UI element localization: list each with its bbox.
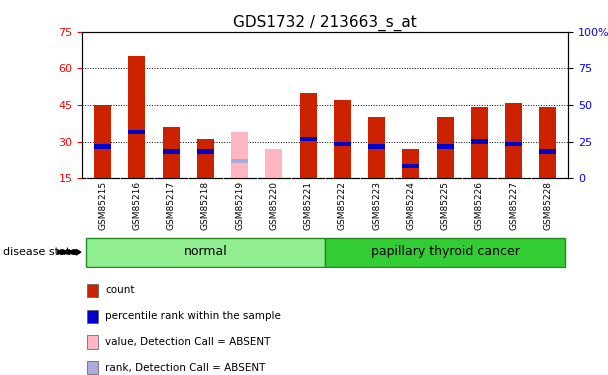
Text: percentile rank within the sample: percentile rank within the sample: [105, 311, 282, 321]
Text: GSM85223: GSM85223: [372, 181, 381, 230]
Text: GSM85215: GSM85215: [98, 181, 107, 230]
Bar: [505, 103, 522, 178]
Bar: [368, 117, 385, 178]
Title: GDS1732 / 213663_s_at: GDS1732 / 213663_s_at: [233, 14, 417, 30]
Text: rank, Detection Call = ABSENT: rank, Detection Call = ABSENT: [105, 363, 266, 373]
Text: GSM85222: GSM85222: [338, 181, 347, 230]
Bar: [402, 164, 420, 168]
Bar: [87, 361, 98, 375]
Bar: [402, 149, 420, 178]
Bar: [437, 117, 454, 178]
Bar: [437, 144, 454, 148]
Text: GSM85221: GSM85221: [303, 181, 313, 230]
Bar: [231, 132, 248, 178]
Bar: [128, 130, 145, 134]
Bar: [94, 144, 111, 148]
Text: GSM85219: GSM85219: [235, 181, 244, 230]
Text: GSM85227: GSM85227: [509, 181, 518, 230]
Bar: [505, 142, 522, 146]
Bar: [162, 149, 180, 153]
Text: disease state: disease state: [3, 247, 77, 257]
Bar: [539, 107, 556, 178]
Bar: [300, 93, 317, 178]
Bar: [334, 100, 351, 178]
Text: GSM85216: GSM85216: [133, 181, 142, 230]
Bar: [471, 107, 488, 178]
Text: GSM85220: GSM85220: [269, 181, 278, 230]
Bar: [368, 144, 385, 148]
Bar: [86, 238, 325, 267]
Text: GSM85217: GSM85217: [167, 181, 176, 230]
Bar: [87, 284, 98, 297]
Bar: [231, 159, 248, 163]
Bar: [334, 142, 351, 146]
Bar: [87, 335, 98, 349]
Text: GSM85225: GSM85225: [441, 181, 450, 230]
Text: GSM85228: GSM85228: [544, 181, 553, 230]
Bar: [300, 137, 317, 141]
Bar: [325, 238, 565, 267]
Text: GSM85218: GSM85218: [201, 181, 210, 230]
Text: value, Detection Call = ABSENT: value, Detection Call = ABSENT: [105, 337, 271, 347]
Bar: [94, 105, 111, 178]
Bar: [162, 127, 180, 178]
Bar: [87, 309, 98, 323]
Bar: [265, 149, 283, 178]
Text: GSM85224: GSM85224: [406, 181, 415, 230]
Bar: [128, 56, 145, 178]
Bar: [539, 149, 556, 153]
Text: count: count: [105, 285, 135, 296]
Bar: [197, 139, 214, 178]
Text: GSM85226: GSM85226: [475, 181, 484, 230]
Bar: [471, 140, 488, 144]
Text: papillary thyroid cancer: papillary thyroid cancer: [371, 245, 520, 258]
Text: normal: normal: [184, 245, 227, 258]
Bar: [197, 149, 214, 153]
